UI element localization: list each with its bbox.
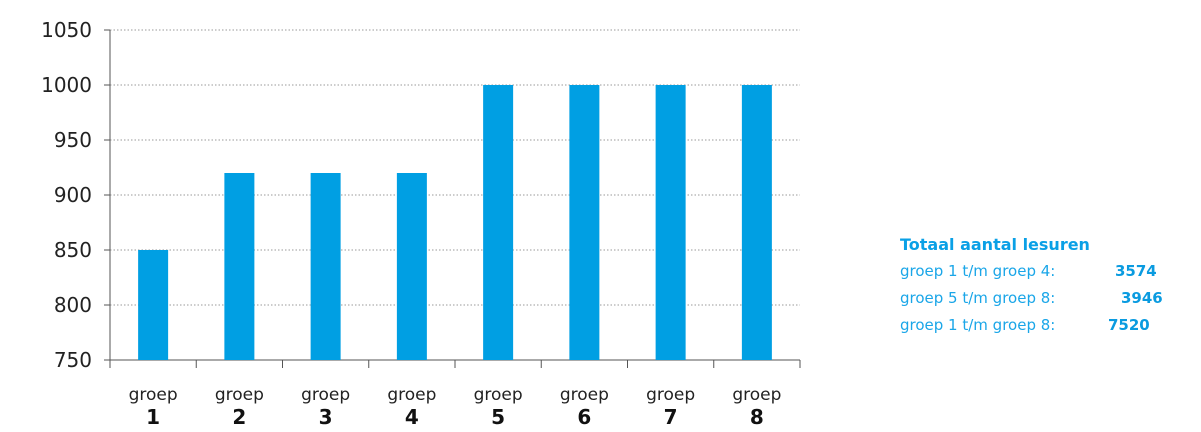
x-tick-label-word: groep xyxy=(301,385,350,405)
summary-row: groep 1 t/m groep 8: 7520 xyxy=(900,312,1200,339)
bar xyxy=(396,173,427,360)
summary-row-label: groep 1 t/m groep 8: xyxy=(900,316,1056,334)
x-tick-label-number: 6 xyxy=(577,405,591,429)
bar xyxy=(138,250,169,360)
summary-row-label: groep 5 t/m groep 8: xyxy=(900,289,1056,307)
x-tick-label-number: 5 xyxy=(491,405,505,429)
x-tick-label-number: 3 xyxy=(319,405,333,429)
summary-row-label: groep 1 t/m groep 4: xyxy=(900,262,1056,280)
x-tick-label-word: groep xyxy=(474,385,523,405)
bar xyxy=(741,85,772,360)
x-tick-label-number: 8 xyxy=(750,405,764,429)
x-tick-label-word: groep xyxy=(732,385,781,405)
x-tick-label-number: 2 xyxy=(232,405,246,429)
x-tick-label-word: groep xyxy=(129,385,178,405)
y-tick-label: 750 xyxy=(54,348,92,372)
y-tick-label: 850 xyxy=(54,238,92,262)
y-tick-label: 900 xyxy=(54,183,92,207)
x-tick-label-number: 1 xyxy=(146,405,160,429)
bar xyxy=(655,85,686,360)
x-tick-label-word: groep xyxy=(387,385,436,405)
x-tick-label-word: groep xyxy=(646,385,695,405)
summary-row: groep 1 t/m groep 4: 3574 xyxy=(900,258,1200,285)
x-tick-label-number: 4 xyxy=(405,405,419,429)
summary-title: Totaal aantal lesuren xyxy=(900,235,1090,254)
summary-row: groep 5 t/m groep 8: 3946 xyxy=(900,285,1200,312)
summary-row-value: 3946 xyxy=(1121,289,1163,307)
x-tick-label-word: groep xyxy=(215,385,264,405)
y-tick-label: 800 xyxy=(54,293,92,317)
x-tick-label-word: groep xyxy=(560,385,609,405)
summary-row-value: 7520 xyxy=(1108,316,1150,334)
summary-panel: Totaal aantal lesuren groep 1 t/m groep … xyxy=(900,232,1200,339)
bar xyxy=(310,173,341,360)
y-tick-label: 950 xyxy=(54,128,92,152)
summary-row-value: 3574 xyxy=(1115,262,1157,280)
bar xyxy=(224,173,255,360)
bar xyxy=(569,85,600,360)
bar xyxy=(483,85,514,360)
x-tick-label-number: 7 xyxy=(664,405,678,429)
y-tick-label: 1050 xyxy=(41,18,92,42)
y-tick-label: 1000 xyxy=(41,73,92,97)
bar-chart: 75080085090095010001050groep1groep2groep… xyxy=(41,18,801,429)
